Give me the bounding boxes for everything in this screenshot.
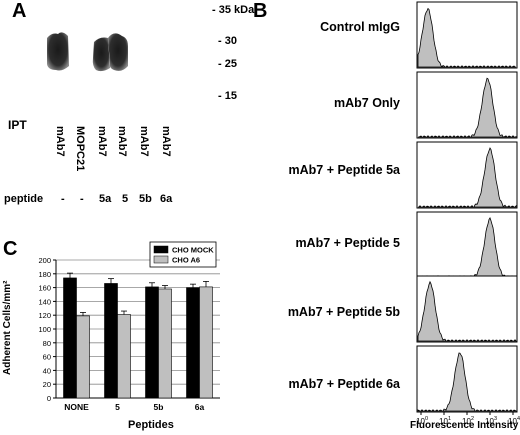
legend-swatch-1 [153, 245, 169, 254]
legend-label-2: CHO A6 [172, 256, 200, 265]
x-tick-label-6a: 6a [195, 402, 205, 412]
bar-cho-a6-5b [158, 288, 172, 399]
bar-cho-mock-6a [186, 287, 200, 399]
flow-x-tick-exp-3: 3 [494, 416, 497, 422]
mw-marker-35: - 35 kDa [212, 4, 255, 16]
flow-x-tick-label-3: 10 [485, 417, 494, 426]
flow-x-tick-label-4: 10 [508, 417, 517, 426]
histogram-label-5: mAb7 + Peptide 5b [287, 305, 400, 319]
panel-b-letter: B [253, 0, 268, 22]
bar-cho-mock-5b [145, 286, 159, 399]
band-lane-1 [47, 32, 69, 71]
peptide-lane-6: 6a [160, 193, 173, 205]
histogram-curve-6 [417, 352, 518, 412]
western-blot-bands [47, 32, 128, 72]
lane-label-5: mAb7 [138, 126, 150, 157]
histogram-label-1: Control mIgG [320, 20, 400, 34]
flow-cytometry-histograms: 10 0 10 1 10 2 10 3 10 4 [416, 1, 520, 426]
band-lane-3 [92, 37, 110, 72]
y-tick-label: 20 [43, 380, 51, 389]
lane-label-3: mAb7 [96, 126, 108, 157]
lane-label-1: mAb7 [54, 126, 66, 157]
flow-x-tick-exp-4: 4 [517, 416, 520, 422]
bar-cho-a6-none [76, 315, 90, 399]
flow-x-tick-label-1: 10 [439, 417, 448, 426]
x-tick-label-none: NONE [64, 402, 89, 412]
lane-label-4: mAb7 [116, 126, 128, 157]
bar-cho-a6-5 [117, 314, 131, 399]
histogram-frame-4 [416, 211, 518, 279]
bar-cho-mock-none [63, 277, 77, 399]
panel-c-letter: C [3, 238, 18, 260]
panel-a-letter: A [12, 0, 27, 22]
histogram-label-6: mAb7 + Peptide 6a [288, 377, 401, 391]
legend-label-1: CHO MOCK [172, 246, 214, 255]
histogram-curve-1 [417, 7, 516, 68]
x-tick-label-5b: 5b [154, 402, 164, 412]
histogram-frame-3 [416, 141, 518, 209]
mw-marker-25: - 25 [218, 58, 237, 70]
y-tick-label: 140 [38, 297, 51, 306]
bar-cho-a6-6a [199, 286, 213, 399]
band-lane-4 [108, 33, 128, 71]
y-tick-label: 160 [38, 284, 51, 293]
chart-xlabel: Peptides [128, 419, 174, 431]
peptide-lane-1: - [61, 193, 65, 205]
mw-marker-15: - 15 [218, 90, 237, 102]
y-tick-label: 80 [43, 339, 51, 348]
histogram-curve-2 [418, 77, 517, 138]
flow-x-tick-label-0: 10 [416, 417, 425, 426]
peptide-row-label: peptide [4, 193, 44, 205]
adhesion-bar-chart: 0 20 40 60 80 100 120 140 160 180 200 NONE 5 5b 6a CHO … [38, 241, 220, 412]
y-tick-label: 120 [38, 311, 51, 320]
histogram-label-3: mAb7 + Peptide 5a [288, 163, 401, 177]
flow-x-tick-exp-0: 0 [425, 416, 428, 422]
y-tick-label: 100 [38, 325, 51, 334]
bar-cho-mock-5 [104, 283, 118, 399]
lane-label-6: mAb7 [160, 126, 172, 157]
ipt-label: IPT [8, 118, 27, 132]
peptide-lane-2: - [80, 193, 84, 205]
flow-x-tick-exp-1: 1 [448, 416, 451, 422]
flow-x-tick-exp-2: 2 [471, 416, 474, 422]
histogram-frame-2 [416, 71, 518, 139]
histogram-curve-3 [418, 147, 517, 208]
y-tick-label: 180 [38, 270, 51, 279]
x-tick-label-5: 5 [115, 402, 120, 412]
y-tick-label: 40 [43, 366, 51, 375]
legend-swatch-2 [153, 255, 169, 264]
y-tick-label: 60 [43, 353, 51, 362]
lane-label-2: MOPC21 [74, 126, 86, 172]
peptide-lane-3: 5a [99, 193, 112, 205]
peptide-lane-5: 5b [139, 193, 152, 205]
histogram-label-2: mAb7 Only [334, 96, 400, 110]
peptide-lane-4: 5 [122, 193, 129, 205]
flow-x-tick-label-2: 10 [462, 417, 471, 426]
flow-x-axis-label: Fluorescence Intensity [410, 420, 519, 431]
histogram-label-4: mAb7 + Peptide 5 [295, 236, 400, 250]
histogram-curve-5 [417, 280, 517, 342]
y-tick-label: 200 [38, 256, 51, 265]
mw-marker-30: - 30 [218, 35, 237, 47]
y-tick-label: 0 [47, 394, 51, 403]
